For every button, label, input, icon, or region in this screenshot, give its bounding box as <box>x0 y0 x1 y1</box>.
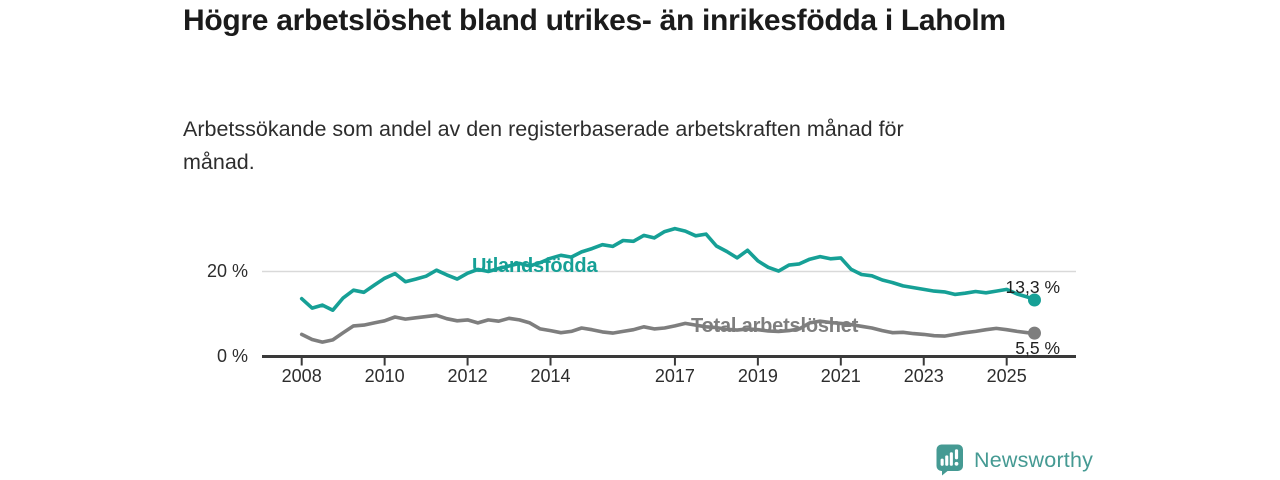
end-value-total-arbetsloshet: 5,5 % <box>1015 338 1060 358</box>
x-tick-label: 2012 <box>447 366 488 386</box>
x-tick-label: 2008 <box>281 366 322 386</box>
series-end-dot-0 <box>1027 293 1041 307</box>
x-tick-label: 2021 <box>820 366 861 386</box>
x-tick-label: 2014 <box>530 366 571 386</box>
x-tick-label: 2017 <box>654 366 695 386</box>
end-value-utlandsfodda: 13,3 % <box>1005 277 1060 297</box>
y-tick-label: 20 % <box>206 260 248 281</box>
y-tick-label: 0 % <box>216 345 248 366</box>
x-tick-label: 2010 <box>364 366 405 386</box>
newsworthy-logo[interactable]: Newsworthy <box>936 444 1093 476</box>
x-tick-label: 2023 <box>903 366 944 386</box>
x-tick-label: 2025 <box>986 366 1027 386</box>
series-label-total-arbetsloshet: Total arbetslöshet <box>691 315 859 337</box>
newsworthy-speech-bubble-icon <box>936 444 963 476</box>
chart-subtitle: Arbetssökande som andel av den registerb… <box>183 117 904 174</box>
series-end-dot-1 <box>1027 326 1041 340</box>
x-tick-label: 2019 <box>737 366 778 386</box>
chart-title: Högre arbetslöshet bland utrikes- än inr… <box>183 4 1006 37</box>
brand-name: Newsworthy <box>974 447 1094 472</box>
series-line-0 <box>299 226 1037 313</box>
series-label-utlandsfodda: Utlandsfödda <box>472 255 598 277</box>
series-line-1 <box>299 313 1037 344</box>
